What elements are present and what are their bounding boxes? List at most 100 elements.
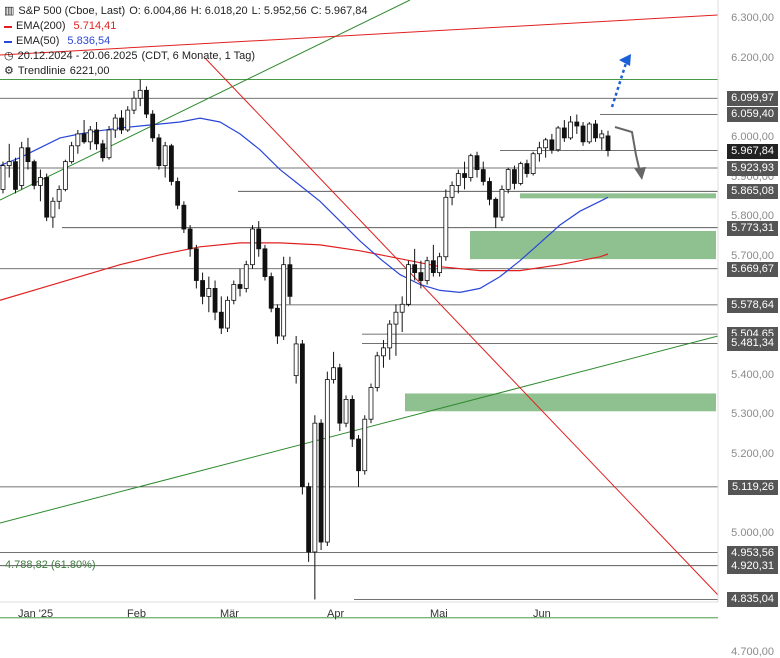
candle [318,419,324,550]
candle [561,120,567,142]
candle [187,225,193,257]
price-level-label: 5.967,84 [727,143,778,159]
candle-body [580,125,586,143]
candle [293,336,299,384]
candle [150,110,156,142]
candle [393,304,399,356]
candle [368,383,374,424]
candle-body [75,133,81,147]
candle [231,280,237,305]
candle-body [119,117,124,131]
candle-body [318,422,324,543]
candle-body [418,272,424,281]
candle [169,143,174,186]
candle-body [437,256,442,274]
y-tick-label: 4.700,00 [731,646,774,658]
candle-body [206,288,212,297]
candle-body [262,248,268,277]
candle [505,167,511,194]
range-row: ◷ 20.12.2024 - 20.06.2025 (CDT, 6 Monate… [4,49,368,64]
candle-body [100,143,106,159]
arrow-down-head [634,167,646,180]
candle-body [586,123,592,143]
candle [312,415,318,600]
candle [144,86,149,119]
candle-body [568,121,573,139]
candle [250,225,255,269]
candle-body [150,113,156,139]
ohlc-high: H: 6.018,20 [190,5,248,17]
candle-body [324,379,330,543]
candle [212,280,218,321]
y-tick-label: 5.800,00 [731,210,774,223]
candle-body [430,260,436,273]
candle-body [287,264,293,297]
candle [162,141,168,178]
candle-body [487,181,492,200]
fibonacci-label: 4.788,82 (61.80%) [5,559,96,571]
clock-icon: ◷ [4,50,14,62]
candle [44,173,50,222]
x-tick-label: Jun [533,608,551,620]
ema-lines [0,117,609,301]
candle-body [19,147,25,186]
candle-body [25,147,31,163]
candle-body [374,355,380,388]
candle [62,159,68,192]
price-level-label: 5.773,31 [727,220,778,236]
candle-body [524,163,530,174]
candle [568,116,573,140]
candle-body [462,173,467,178]
candle-body [56,188,62,202]
candle-body [362,418,368,472]
y-tick-label: 6.300,00 [731,12,774,24]
ema50-row: EMA(50) 5.836,54 [4,34,368,49]
candle-body [81,133,87,143]
trendline-value: 6221,00 [69,65,110,77]
candle-body [125,109,131,131]
candle-body [156,137,162,167]
x-tick-label: Apr [327,608,345,620]
y-tick-label: 6.000,00 [731,130,774,143]
candle-body [181,204,187,230]
candle [56,185,62,210]
candle-body [256,228,262,250]
candle-body [530,153,536,174]
candle [518,161,524,186]
price-level-label: 6.099,97 [727,91,778,107]
price-level-label: 5.578,64 [727,297,778,313]
price-level-label: 4.953,56 [727,545,778,561]
candle-body [480,169,486,182]
price-chart[interactable] [0,0,780,625]
horizontal-levels [0,79,718,619]
candle [449,181,455,206]
candle [275,304,280,344]
ema200-row: EMA(200) 5.714,41 [4,19,368,34]
candle-body [218,311,224,329]
ema200-line [0,242,609,301]
candle [337,363,343,432]
date-range: 20.12.2024 - 20.06.2025 [17,50,138,62]
candle-body [112,117,118,131]
candle-body [69,145,75,163]
candle-body [387,323,393,349]
candle [437,252,442,277]
candle [543,137,549,158]
candle-body [424,260,430,281]
x-tick-label: Mai [430,608,448,620]
candle-body [406,264,411,305]
ema200-value: 5.714,41 [73,20,117,32]
candle [349,395,355,447]
candle-body [349,398,355,440]
candle [580,122,586,146]
trend-lines [0,0,719,596]
candle [100,139,106,162]
candles [0,79,611,600]
price-level-label: 4.920,31 [727,558,778,574]
candle-body [50,200,56,218]
y-tick-label: 5.400,00 [731,368,774,381]
candle [593,120,598,142]
price-level-label: 5.865,08 [727,184,778,200]
y-tick-label: 5.300,00 [731,408,774,421]
candle [524,159,530,178]
